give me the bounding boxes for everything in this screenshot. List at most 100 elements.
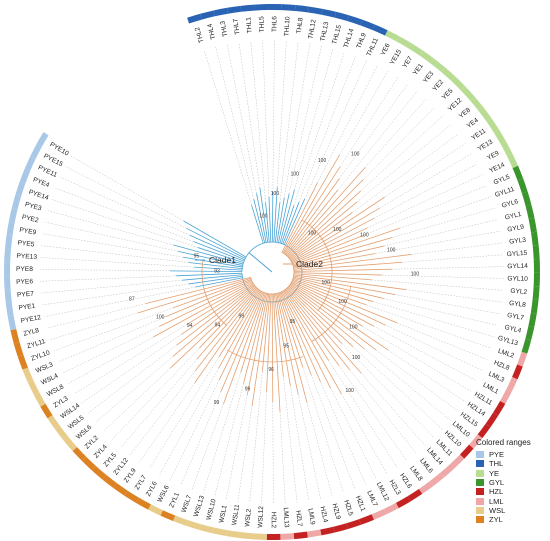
leaf-label: THL6	[271, 16, 278, 33]
ring-segment	[160, 510, 176, 522]
leaf-guide	[383, 219, 499, 247]
leaf-guide	[111, 347, 200, 440]
leaf-label: PYE5	[17, 240, 35, 249]
branch	[292, 278, 367, 306]
leaf-label: YE7	[402, 55, 415, 70]
branch	[282, 154, 340, 254]
ring-segment	[17, 354, 29, 370]
leaf-guide	[341, 393, 388, 474]
ring-segment	[8, 207, 18, 223]
leaf-label: PYE14	[28, 189, 50, 202]
branch	[218, 290, 261, 358]
branch	[292, 227, 400, 266]
leaf-guide	[383, 298, 498, 326]
leaf-label: GYL1	[504, 211, 522, 222]
bootstrap-value: 100	[308, 230, 317, 236]
leaf-label: WSL11	[231, 504, 241, 526]
leaf-guide	[51, 199, 199, 248]
leaf-label: YE12	[447, 97, 464, 113]
ring-segment	[91, 466, 107, 480]
ring-segment	[36, 132, 49, 147]
branch-arc	[250, 252, 295, 295]
leaf-guide	[381, 274, 504, 279]
ring-segment	[6, 221, 15, 236]
leaf-guide	[42, 283, 189, 306]
ring-segment	[525, 325, 535, 341]
ring-segment	[5, 234, 13, 249]
ring-segment	[321, 8, 337, 18]
leaf-guide	[306, 402, 333, 497]
branch	[290, 282, 363, 327]
leaf-guide	[304, 60, 367, 200]
leaf-label: WSL7	[181, 494, 194, 514]
leaf-guide	[50, 312, 139, 340]
branch	[188, 262, 243, 269]
branch	[278, 193, 290, 243]
legend-label: GYL	[489, 478, 505, 488]
leaf-guide	[74, 324, 187, 394]
leaf-label: ZYL3	[52, 395, 69, 409]
branch	[281, 182, 318, 253]
branch	[293, 254, 411, 270]
leaf-guide	[320, 381, 366, 485]
branch	[288, 201, 358, 259]
leaf-label: PYE8	[16, 266, 33, 273]
branch	[287, 286, 354, 347]
leaf-guide	[214, 383, 244, 497]
branch	[243, 293, 267, 384]
ring-segment	[33, 391, 46, 407]
branch	[272, 293, 281, 412]
ring-segment	[213, 7, 229, 17]
branch	[279, 189, 295, 244]
branch	[170, 270, 243, 273]
branch-arc	[301, 219, 333, 311]
branch	[285, 288, 351, 371]
leaf-label: HZL3	[388, 479, 402, 497]
leaf-guide	[294, 48, 334, 191]
leaf-label: PYE1	[18, 303, 36, 312]
ring-segment	[72, 447, 87, 461]
branch	[195, 289, 259, 371]
leaf-guide	[53, 307, 174, 352]
leaf-label: ZYL10	[30, 349, 51, 362]
leaf-guide	[180, 391, 222, 486]
ring-segment	[254, 4, 269, 11]
branch	[271, 192, 274, 243]
ring-segment	[440, 463, 455, 478]
legend-swatch	[476, 451, 484, 459]
branch	[273, 187, 278, 243]
bootstrap-value: 100	[346, 388, 355, 394]
leaf-label: LML3	[487, 371, 505, 384]
leaf-label: WSL12	[257, 506, 265, 528]
leaf-label: GYL7	[507, 312, 525, 322]
branch	[283, 198, 306, 245]
clade1-label: Clade1	[209, 255, 236, 265]
leaf-label: ZYL11	[26, 338, 46, 350]
leaf-guide	[215, 46, 255, 200]
leaf-guide	[87, 344, 177, 414]
bootstrap-value: 100	[387, 247, 396, 253]
bootstrap-value: 100	[271, 191, 280, 197]
branch	[291, 281, 374, 327]
branch	[246, 293, 269, 395]
ring-segment	[187, 13, 202, 24]
legend-swatch	[476, 479, 484, 487]
leaf-guide	[375, 349, 458, 412]
branch	[290, 283, 389, 351]
leaf-label: ZYL2	[84, 434, 101, 450]
colored-ranges-legend: Colored ranges PYE THL YE GYL HZL LML WSL ZYL	[476, 438, 548, 524]
legend-label: ZYL	[489, 515, 503, 525]
leaf-label: GYL3	[509, 237, 527, 246]
branch	[220, 292, 264, 392]
leaf-guide	[226, 44, 257, 194]
ring-segment	[500, 389, 512, 404]
branch	[293, 276, 384, 299]
leaf-label: PYE13	[16, 253, 37, 261]
branch	[189, 234, 245, 261]
bootstrap-value: 100	[156, 314, 165, 320]
leaf-guide	[283, 376, 298, 503]
bootstrap-value: 100	[333, 227, 342, 233]
leaf-guide	[262, 40, 270, 198]
leaf-label: GYL6	[501, 198, 519, 209]
ring-segment	[55, 426, 69, 441]
